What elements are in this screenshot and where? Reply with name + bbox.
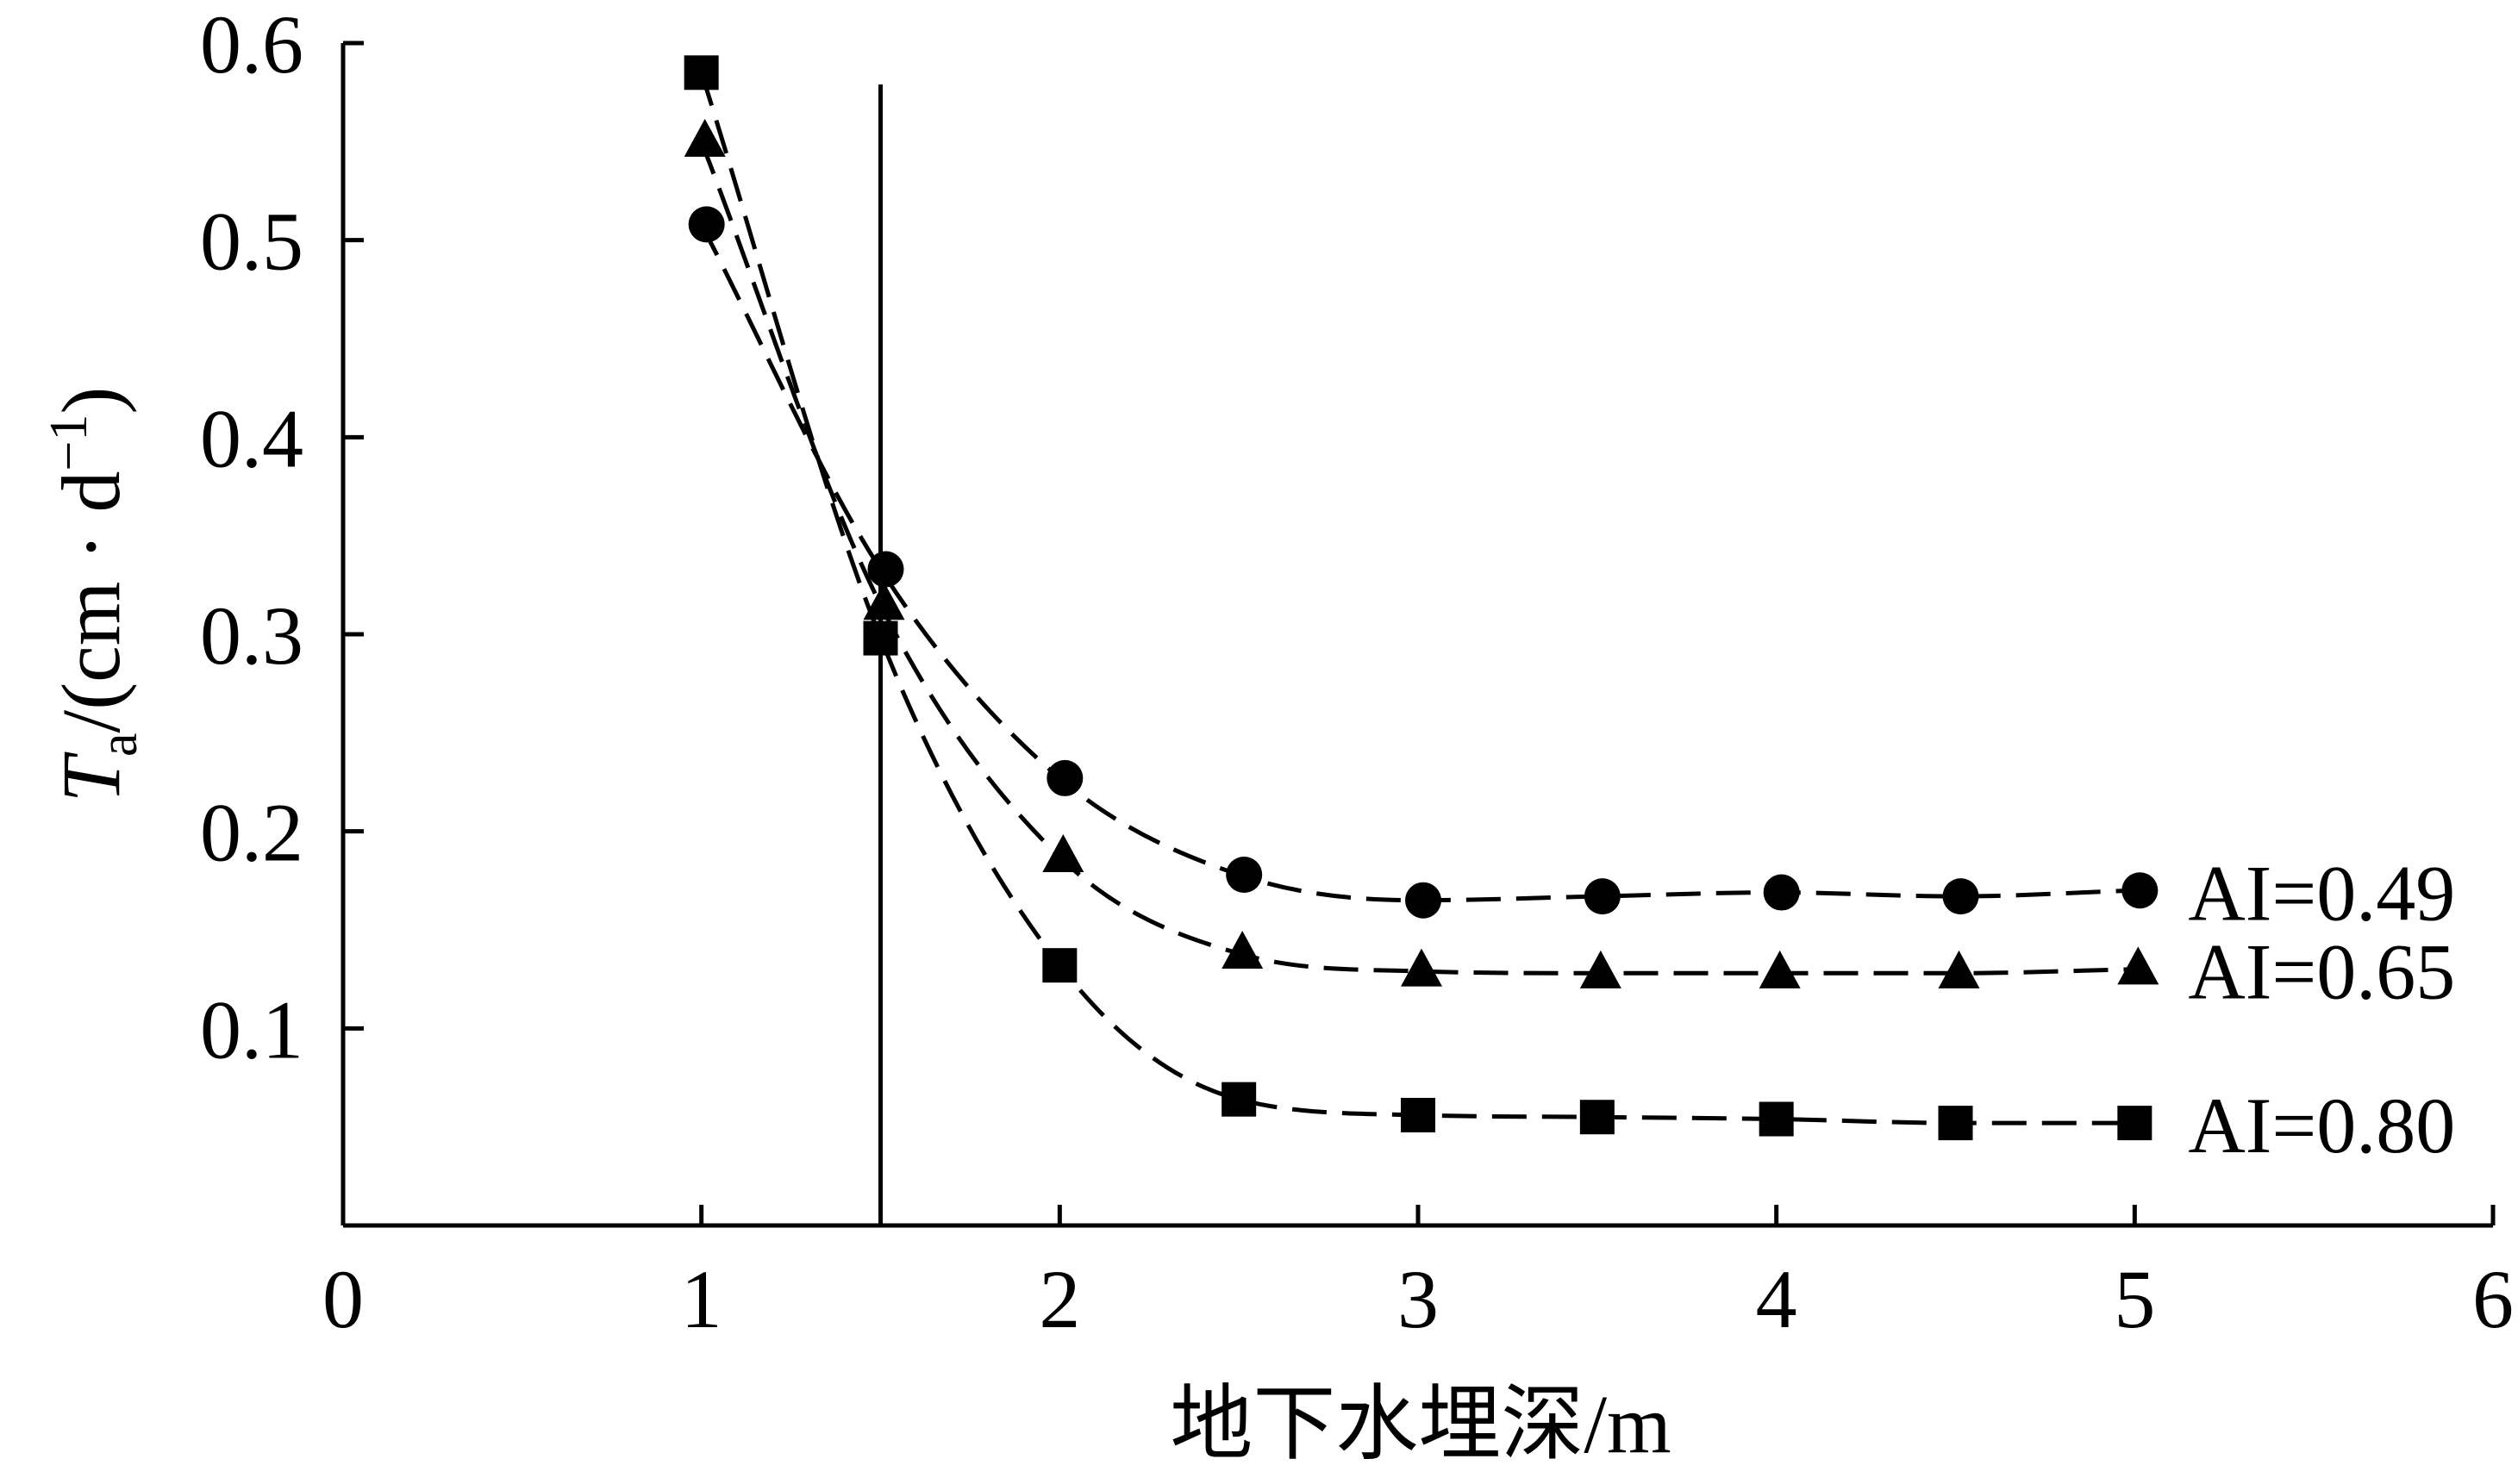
y-tick-label: 0.3 xyxy=(200,589,303,682)
data-point-circle xyxy=(867,551,904,588)
y-title-ylabel_sub: a xyxy=(90,733,148,757)
data-point-circle xyxy=(1584,878,1621,915)
data-point-square xyxy=(2117,1106,2152,1141)
data-point-square xyxy=(1759,1101,1794,1137)
ticks xyxy=(343,41,2496,1225)
data-point-square xyxy=(1222,1082,1257,1117)
data-point-triangle xyxy=(2117,946,2159,985)
x-axis-title: 地下水埋深/m xyxy=(1170,1378,1671,1470)
x-tick-label: 4 xyxy=(1756,1253,1797,1345)
y-tick-label: 0.6 xyxy=(200,0,303,90)
data-point-circle xyxy=(1942,878,1979,915)
data-point-triangle xyxy=(1759,950,1801,988)
series-line xyxy=(699,223,2135,903)
y-title-ylabel_main: T xyxy=(45,751,137,802)
series-line xyxy=(699,72,2135,1125)
series-circle xyxy=(688,206,2159,919)
series-label: AI=0.80 xyxy=(2188,1082,2455,1169)
data-point-square xyxy=(1938,1106,1973,1141)
y-axis-title: Ta/(cm · d−1) xyxy=(40,387,148,803)
x-tick-label: 1 xyxy=(681,1253,722,1345)
x-tick-label: 6 xyxy=(2472,1253,2514,1345)
x-tick-label: 0 xyxy=(322,1253,364,1345)
y-title-ylabel_sup: −1 xyxy=(40,415,98,471)
y-axis-title-text: Ta/(cm · d−1) xyxy=(40,387,148,803)
axes xyxy=(341,43,2493,1228)
y-title-ylabel_unit: /(cm · d xyxy=(45,471,137,733)
data-point-triangle xyxy=(1222,931,1264,970)
data-point-square xyxy=(1401,1097,1435,1132)
data-point-square xyxy=(1579,1100,1615,1135)
data-point-triangle xyxy=(1938,950,1980,988)
x-tick-label: 2 xyxy=(1039,1253,1080,1345)
data-point-circle xyxy=(1226,856,1263,893)
y-tick-label: 0.2 xyxy=(200,787,303,879)
series-label: AI=0.49 xyxy=(2188,849,2455,937)
series-label: AI=0.65 xyxy=(2188,928,2455,1016)
data-point-triangle xyxy=(863,582,905,620)
data-point-square xyxy=(863,620,898,656)
series-line xyxy=(699,140,2135,976)
series-square xyxy=(684,55,2152,1141)
y-tick-label: 0.5 xyxy=(200,196,303,288)
series-triangle xyxy=(684,118,2159,988)
y-tick-label: 0.1 xyxy=(200,983,303,1076)
series-group xyxy=(684,55,2159,1141)
data-point-square xyxy=(684,55,719,90)
x-tick-label: 5 xyxy=(2114,1253,2155,1345)
data-point-circle xyxy=(1047,759,1084,796)
data-point-square xyxy=(1042,948,1078,983)
x-tick-label: 3 xyxy=(1397,1253,1439,1345)
data-point-triangle xyxy=(1401,948,1442,987)
data-point-circle xyxy=(1763,874,1800,911)
data-point-triangle xyxy=(1042,833,1084,872)
data-point-triangle xyxy=(684,118,726,157)
data-point-circle xyxy=(688,206,725,243)
data-point-circle xyxy=(2121,872,2159,909)
data-point-triangle xyxy=(1579,950,1621,988)
data-point-circle xyxy=(1405,882,1441,919)
y-title-ylabel_close: ) xyxy=(45,387,137,415)
y-tick-label: 0.4 xyxy=(200,392,303,484)
